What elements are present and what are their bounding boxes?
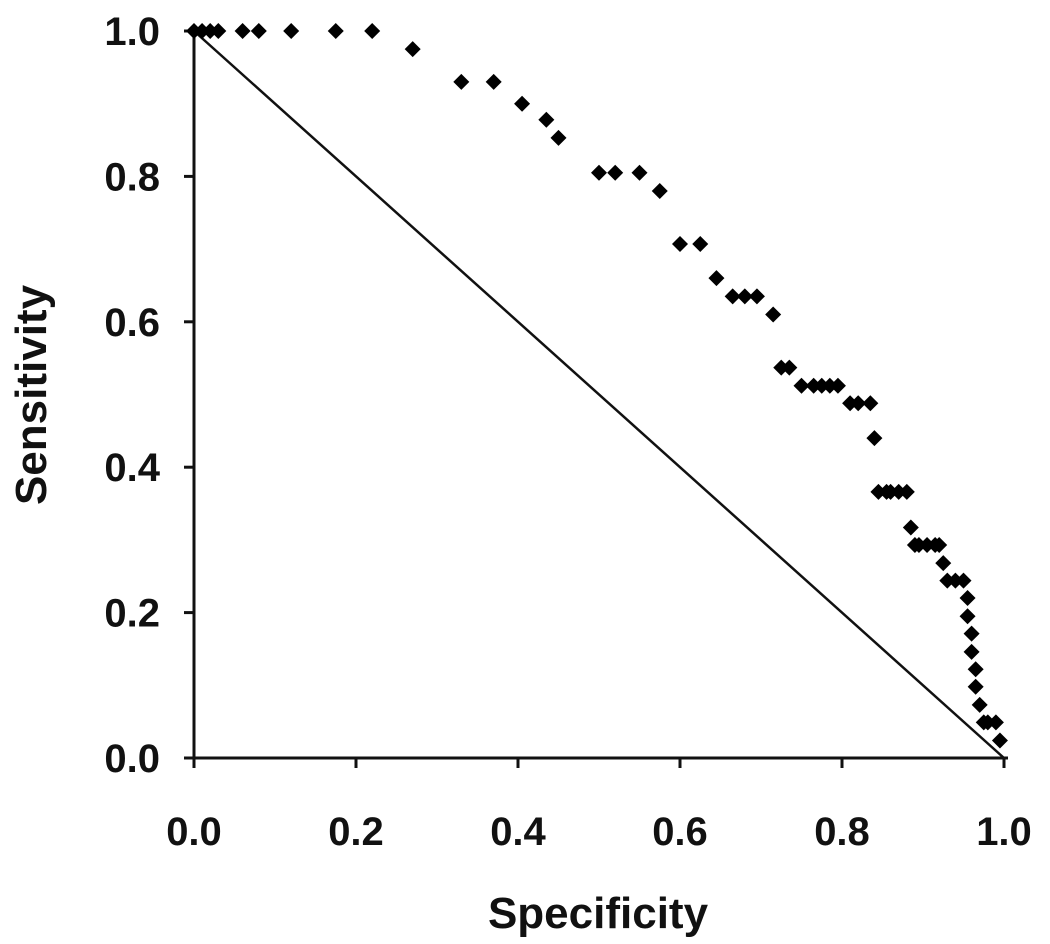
x-tick-label: 0.6 <box>652 810 708 854</box>
data-point <box>890 483 907 500</box>
data-point <box>781 359 798 376</box>
data-point <box>963 625 980 642</box>
data-point <box>631 164 648 181</box>
data-point <box>987 714 1004 731</box>
data-point <box>748 288 765 305</box>
data-point <box>882 483 899 500</box>
data-point <box>692 236 709 253</box>
data-point <box>979 714 996 731</box>
data-point <box>194 23 211 39</box>
data-point <box>736 288 753 305</box>
data-point <box>202 23 219 39</box>
data-point <box>963 643 980 660</box>
y-tick-label: 0.8 <box>104 155 160 199</box>
reference-line-group <box>193 30 1005 759</box>
data-point <box>283 23 300 39</box>
data-point <box>931 536 948 553</box>
data-point <box>250 23 267 39</box>
data-point <box>850 395 867 412</box>
data-point <box>550 129 567 146</box>
data-point <box>708 270 725 287</box>
data-point <box>813 377 830 394</box>
x-axis-title: Specificity <box>488 889 709 938</box>
data-point <box>186 23 202 39</box>
data-point <box>959 590 976 607</box>
y-axis-title: Sensitivity <box>7 284 56 505</box>
y-tick-label: 0.2 <box>104 592 160 636</box>
axes <box>192 31 1008 760</box>
data-point <box>967 678 984 695</box>
y-tick-label: 0.6 <box>104 301 160 345</box>
data-point <box>967 661 984 678</box>
data-point <box>538 111 555 128</box>
data-point <box>327 23 344 39</box>
data-point <box>971 696 988 713</box>
data-point <box>234 23 251 39</box>
data-point <box>947 572 964 589</box>
data-point <box>364 23 381 39</box>
data-point <box>724 288 741 305</box>
data-point <box>793 377 810 394</box>
data-point <box>765 306 782 323</box>
x-tick-label: 0.8 <box>814 810 870 854</box>
data-point <box>773 359 790 376</box>
data-point <box>866 430 883 447</box>
x-tick-label: 0.2 <box>328 810 384 854</box>
tick-marks <box>184 29 1006 768</box>
data-point <box>870 483 887 500</box>
y-tick-label: 0.0 <box>104 737 160 781</box>
data-point <box>902 519 919 536</box>
data-point <box>672 236 688 253</box>
data-point <box>821 377 838 394</box>
data-point <box>898 483 915 500</box>
data-point <box>910 536 927 553</box>
data-point <box>485 73 502 90</box>
reference-line <box>193 30 1005 759</box>
data-point <box>959 608 976 625</box>
data-point <box>404 41 421 58</box>
x-tick-label: 1.0 <box>976 810 1032 854</box>
data-point <box>991 732 1008 749</box>
x-tick-label: 0.0 <box>166 810 222 854</box>
tick-labels: 0.0 0.2 0.4 0.6 0.8 1.0 0.0 0.2 0.4 0.6 0.8 1.0 <box>104 10 1031 854</box>
data-point <box>939 572 956 589</box>
data-point <box>607 164 624 181</box>
data-point <box>955 572 972 589</box>
y-tick-label: 0.4 <box>104 446 160 490</box>
data-point <box>842 395 859 412</box>
data-point <box>919 536 936 553</box>
data-point <box>862 395 879 412</box>
data-point <box>805 377 822 394</box>
data-point <box>935 555 952 572</box>
data-point <box>453 73 470 90</box>
data-point <box>591 164 607 181</box>
data-point <box>210 23 227 39</box>
y-tick-label: 1.0 <box>104 10 160 54</box>
data-points <box>186 23 1008 749</box>
data-point <box>514 95 531 112</box>
data-point <box>651 182 668 199</box>
x-tick-label: 0.4 <box>490 810 546 854</box>
data-point <box>829 377 846 394</box>
